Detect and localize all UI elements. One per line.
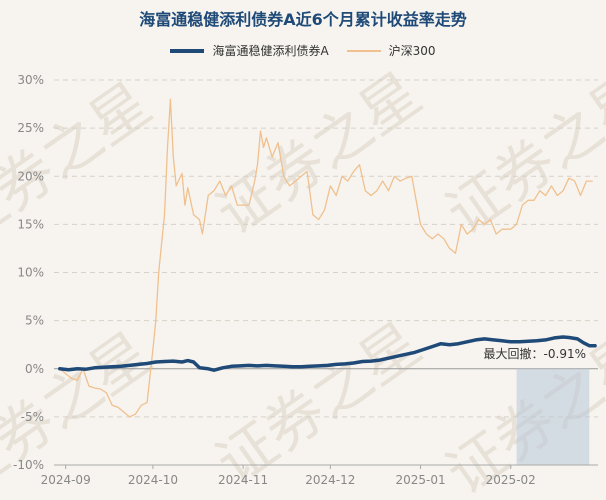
drawdown-region bbox=[516, 368, 590, 465]
y-axis: 30% 25% 20% 15% 10% 5% 0% -5% -10% bbox=[13, 73, 44, 472]
y-tick-label: -10% bbox=[13, 458, 44, 472]
annotations: 最大回撤：-0.91% bbox=[484, 346, 586, 361]
legend-label-index: 沪深300 bbox=[388, 44, 436, 58]
watermark-text: 证券之星 bbox=[204, 309, 433, 498]
watermark: 证券之星证券之星证券之星证券之星证券之星证券之星 bbox=[0, 59, 606, 500]
x-axis: 2024-09 2024-10 2024-11 2024-12 2025-01 2025-… bbox=[41, 464, 598, 487]
y-tick-label: 20% bbox=[17, 169, 44, 183]
x-tick-label: 2024-10 bbox=[128, 473, 178, 487]
legend-swatch-fund bbox=[170, 48, 205, 53]
y-tick-label: 10% bbox=[17, 266, 44, 280]
legend-item-index[interactable]: 沪深300 bbox=[346, 42, 436, 59]
y-tick-label: 5% bbox=[25, 314, 44, 328]
chart-title: 海富通稳健添利债券A近6个月累计收益率走势 bbox=[139, 10, 467, 29]
x-tick-label: 2024-12 bbox=[305, 473, 355, 487]
x-tick-label: 2024-09 bbox=[41, 473, 91, 487]
chart-legend: 海富通稳健添利债券A 沪深300 bbox=[0, 42, 606, 59]
legend-label-fund: 海富通稳健添利债券A bbox=[212, 44, 329, 58]
x-tick-label: 2025-02 bbox=[486, 473, 536, 487]
legend-item-fund[interactable]: 海富通稳健添利债券A bbox=[170, 42, 329, 59]
legend-swatch-index bbox=[346, 49, 381, 52]
x-tick-label: 2025-01 bbox=[395, 473, 445, 487]
drawdown-shade bbox=[516, 368, 590, 465]
y-tick-label: 30% bbox=[17, 73, 44, 87]
series-lines bbox=[58, 98, 597, 418]
y-tick-label: 15% bbox=[17, 217, 44, 231]
series-line-index bbox=[59, 98, 593, 418]
y-tick-label: 25% bbox=[17, 121, 44, 135]
series-line-fund bbox=[58, 335, 597, 372]
x-tick-label: 2024-11 bbox=[218, 473, 268, 487]
y-tick-label: -5% bbox=[21, 410, 44, 424]
watermark-text: 证券之星 bbox=[434, 59, 606, 248]
max-drawdown-label: 最大回撤：-0.91% bbox=[484, 346, 586, 361]
y-tick-label: 0% bbox=[25, 362, 44, 376]
